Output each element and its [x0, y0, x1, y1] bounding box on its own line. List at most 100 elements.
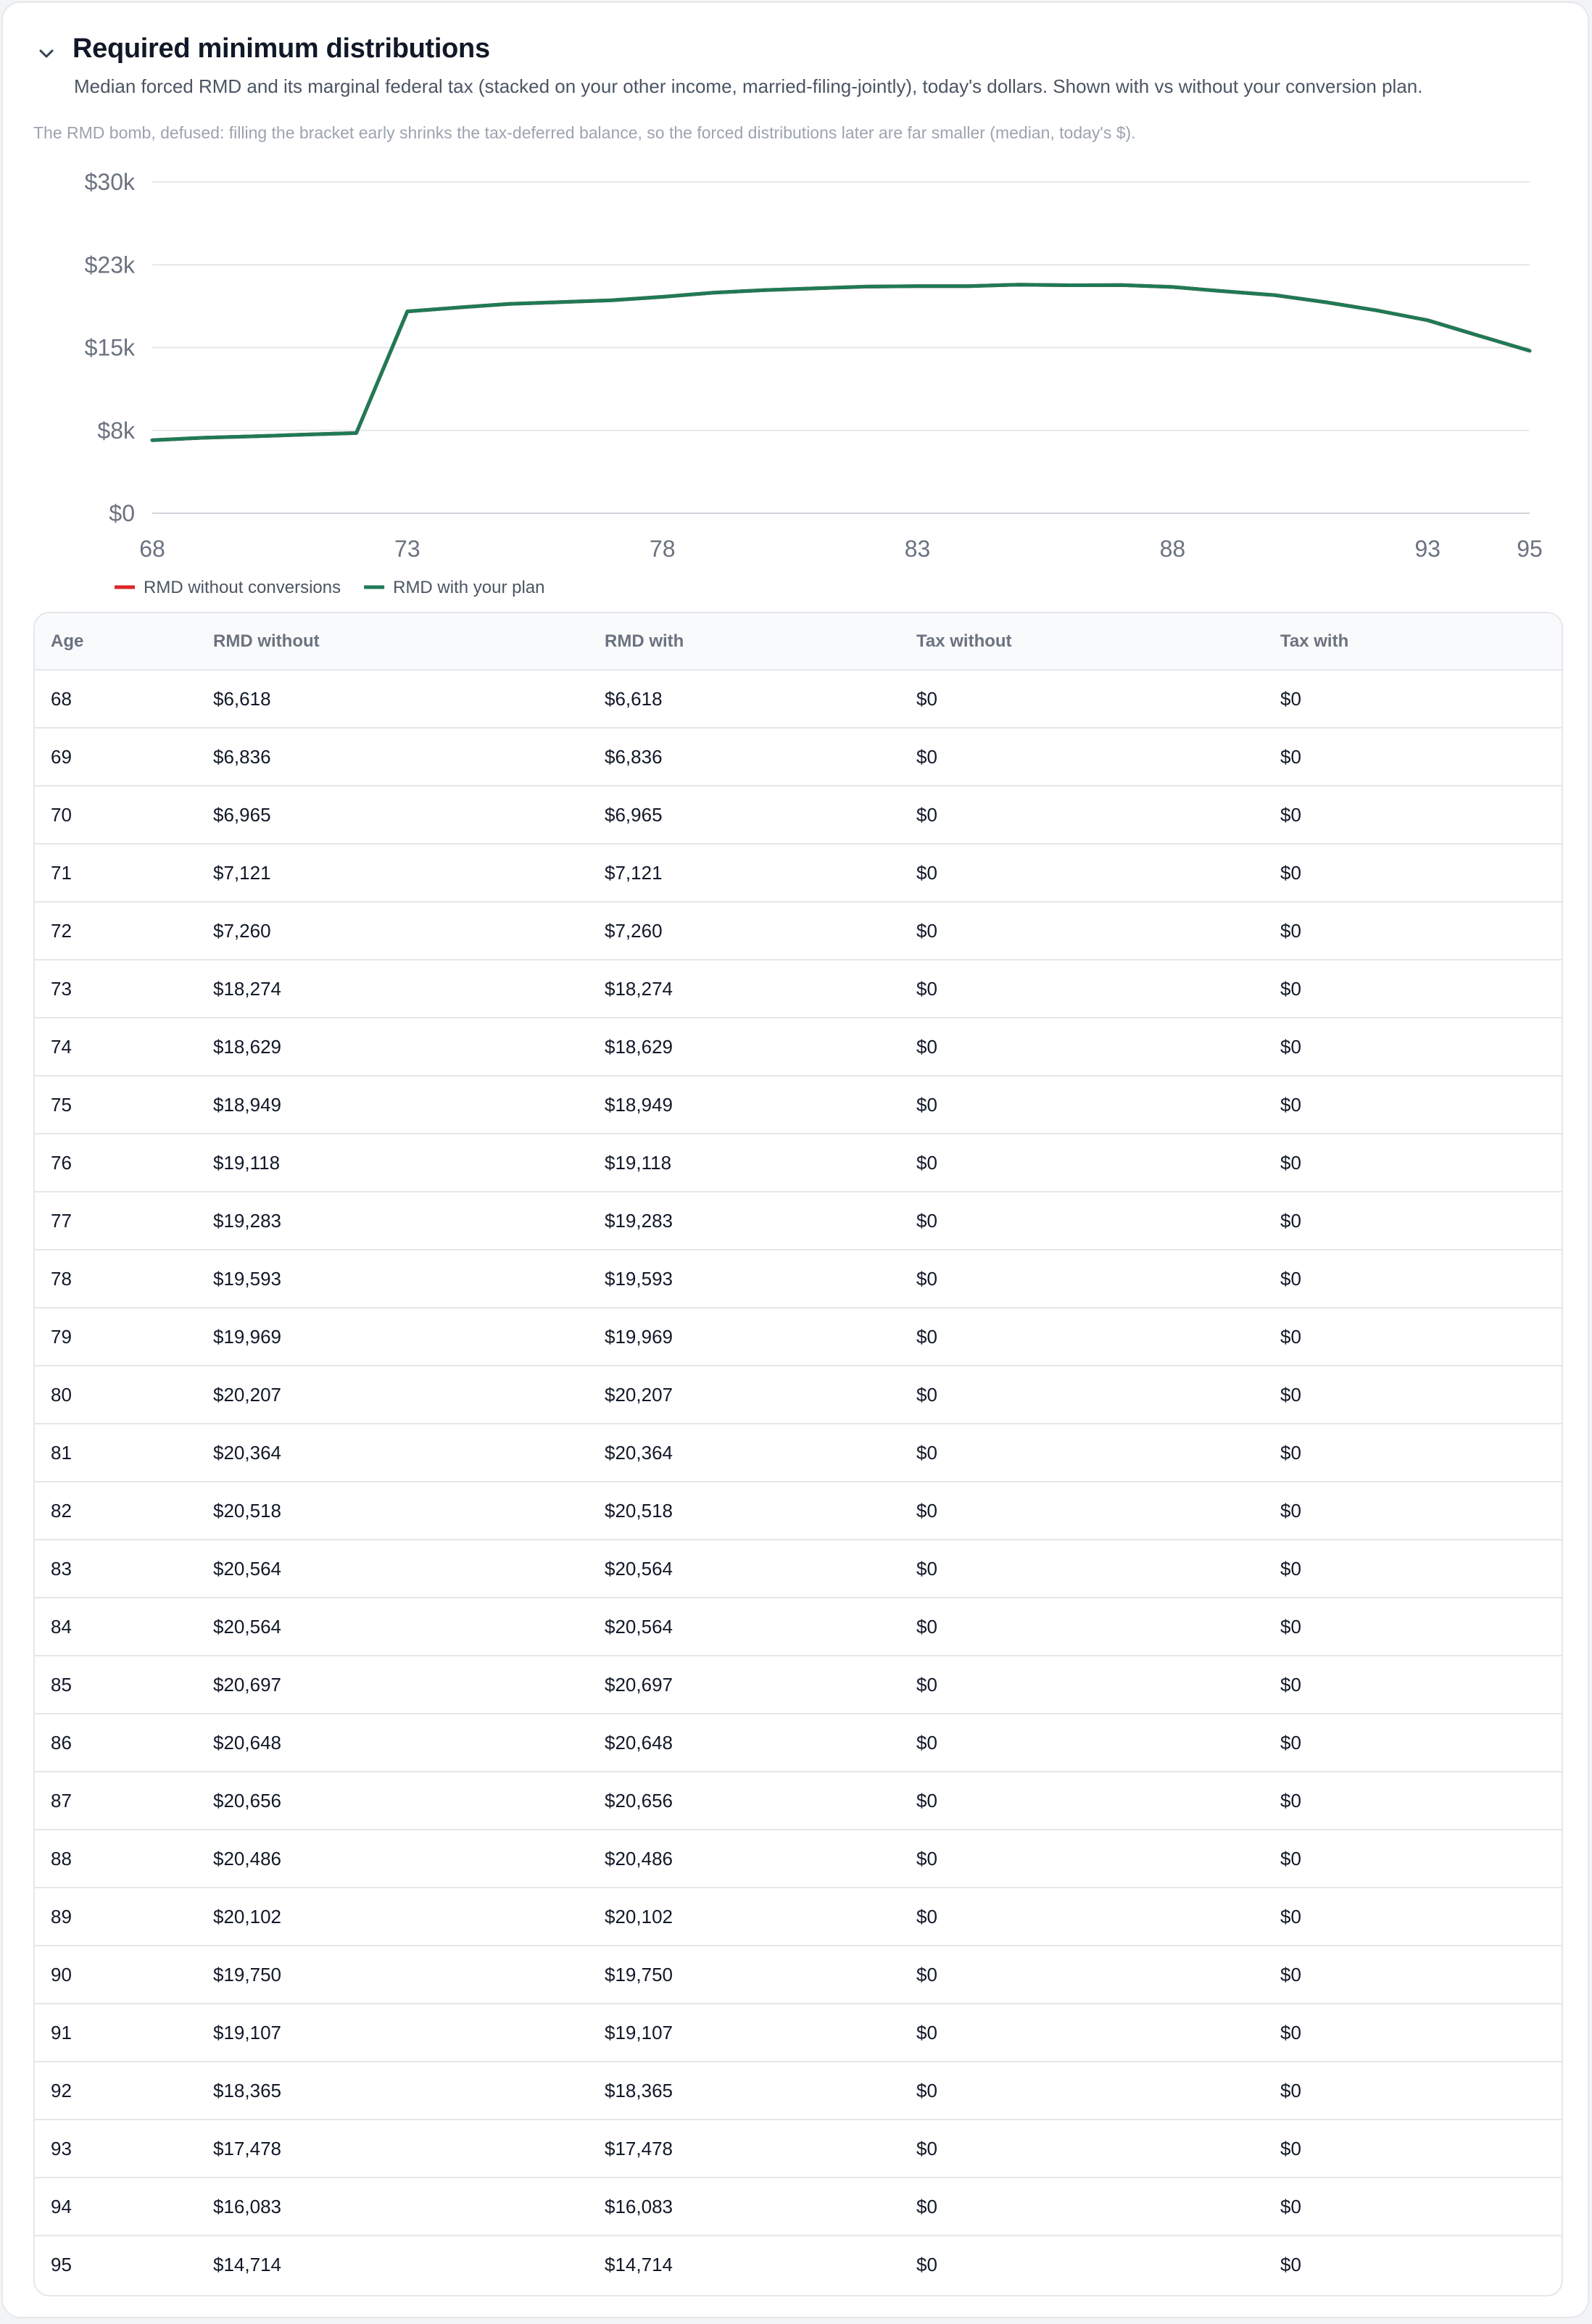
- cell-tax-without: $0: [900, 1250, 1264, 1308]
- cell-tax-without: $0: [900, 2004, 1264, 2062]
- cell-age: 82: [35, 1482, 197, 1540]
- cell-rmd-without: $7,121: [197, 844, 589, 902]
- cell-tax-with: $0: [1264, 1192, 1562, 1250]
- table-row: 74 $18,629 $18,629 $0 $0: [35, 1018, 1562, 1076]
- cell-age: 81: [35, 1424, 197, 1482]
- cell-rmd-with: $20,518: [589, 1482, 900, 1540]
- section-title[interactable]: Required minimum distributions: [72, 33, 490, 64]
- cell-tax-without: $0: [900, 1830, 1264, 1888]
- table-header-row: Age RMD without RMD with Tax without Tax wit…: [35, 613, 1562, 671]
- cell-rmd-without: $20,102: [197, 1888, 589, 1946]
- cell-rmd-without: $19,750: [197, 1946, 589, 2004]
- table-row: 85 $20,697 $20,697 $0 $0: [35, 1656, 1562, 1714]
- header-tax-without: Tax without: [900, 613, 1264, 671]
- cell-age: 83: [35, 1540, 197, 1598]
- cell-rmd-with: $18,629: [589, 1018, 900, 1076]
- cell-rmd-without: $20,486: [197, 1830, 589, 1888]
- table-row: 75 $18,949 $18,949 $0 $0: [35, 1076, 1562, 1134]
- chart-series: [150, 283, 1532, 442]
- cell-tax-with: $0: [1264, 960, 1562, 1018]
- cell-tax-with: $0: [1264, 1250, 1562, 1308]
- cell-rmd-with: $20,564: [589, 1540, 900, 1598]
- table-row: 95 $14,714 $14,714 $0 $0: [35, 2236, 1562, 2294]
- cell-tax-with: $0: [1264, 1482, 1562, 1540]
- chart-legend: RMD without conversions RMD with your pla…: [115, 578, 545, 597]
- cell-tax-with: $0: [1264, 1134, 1562, 1192]
- cell-rmd-without: $7,260: [197, 902, 589, 960]
- table-header: Age RMD without RMD with Tax without Tax wit…: [35, 613, 1562, 671]
- cell-tax-without: $0: [900, 2178, 1264, 2236]
- header-rmd-with: RMD with: [589, 613, 900, 671]
- table-row: 69 $6,836 $6,836 $0 $0: [35, 728, 1562, 787]
- table-row: 86 $20,648 $20,648 $0 $0: [35, 1714, 1562, 1772]
- cell-age: 77: [35, 1192, 197, 1250]
- cell-tax-with: $0: [1264, 844, 1562, 902]
- cell-rmd-with: $6,965: [589, 786, 900, 844]
- table-row: 70 $6,965 $6,965 $0 $0: [35, 786, 1562, 844]
- table-row: 77 $19,283 $19,283 $0 $0: [35, 1192, 1562, 1250]
- series-line-without-conversions: [150, 283, 1532, 442]
- cell-rmd-with: $7,121: [589, 844, 900, 902]
- cell-rmd-with: $19,107: [589, 2004, 900, 2062]
- cell-tax-without: $0: [900, 960, 1264, 1018]
- cell-tax-with: $0: [1264, 1830, 1562, 1888]
- cell-age: 68: [35, 670, 197, 729]
- cell-tax-without: $0: [900, 844, 1264, 902]
- cell-tax-with: $0: [1264, 728, 1562, 787]
- table-row: 87 $20,656 $20,656 $0 $0: [35, 1772, 1562, 1830]
- cell-age: 85: [35, 1656, 197, 1714]
- cell-tax-with: $0: [1264, 1076, 1562, 1134]
- cell-age: 76: [35, 1134, 197, 1192]
- cell-tax-without: $0: [900, 1076, 1264, 1134]
- y-tick-label: $15k: [85, 335, 136, 361]
- cell-tax-with: $0: [1264, 1598, 1562, 1656]
- cell-tax-without: $0: [900, 1598, 1264, 1656]
- cell-tax-without: $0: [900, 1308, 1264, 1366]
- cell-tax-without: $0: [900, 1772, 1264, 1830]
- table-body: 68 $6,618 $6,618 $0 $0 69 $6,836 $6,836 $0 $0 70 $6…: [35, 670, 1562, 2294]
- cell-tax-with: $0: [1264, 1308, 1562, 1366]
- cell-age: 94: [35, 2178, 197, 2236]
- cell-rmd-without: $14,714: [213, 2254, 281, 2275]
- cell-tax-without: $0: [900, 2062, 1264, 2120]
- cell-rmd-without: $6,965: [197, 786, 589, 844]
- table-row: 88 $20,486 $20,486 $0 $0: [35, 1830, 1562, 1888]
- cell-rmd-with: $19,593: [589, 1250, 900, 1308]
- cell-tax-with: $0: [1264, 2062, 1562, 2120]
- cell-rmd-with: $7,260: [589, 902, 900, 960]
- cell-tax-with: $0: [1264, 2004, 1562, 2062]
- cell-rmd-without: $16,083: [197, 2178, 589, 2236]
- cell-age: 84: [35, 1598, 197, 1656]
- table-row: 78 $19,593 $19,593 $0 $0: [35, 1250, 1562, 1308]
- cell-tax-without: $0: [900, 1888, 1264, 1946]
- cell-age: 74: [35, 1018, 197, 1076]
- x-tick-label: 73: [394, 536, 420, 562]
- cell-rmd-with: $18,949: [589, 1076, 900, 1134]
- header-tax-with: Tax with: [1264, 613, 1562, 671]
- table-row: 93 $17,478 $17,478 $0 $0: [35, 2120, 1562, 2178]
- table-row: 84 $20,564 $20,564 $0 $0: [35, 1598, 1562, 1656]
- cell-tax-with: $0: [1264, 1772, 1562, 1830]
- table-row: 80 $20,207 $20,207 $0 $0: [35, 1366, 1562, 1424]
- table-row: 81 $20,364 $20,364 $0 $0: [35, 1424, 1562, 1482]
- header-age: Age: [35, 613, 197, 671]
- chevron-down-icon[interactable]: [33, 41, 59, 67]
- cell-rmd-without: $20,564: [197, 1598, 589, 1656]
- cell-age: 86: [35, 1714, 197, 1772]
- table-row: 91 $19,107 $19,107 $0 $0: [35, 2004, 1562, 2062]
- cell-rmd-with: $18,365: [589, 2062, 900, 2120]
- cell-tax-without: $0: [900, 1366, 1264, 1424]
- cell-age: 92: [35, 2062, 197, 2120]
- cell-age: 88: [35, 1830, 197, 1888]
- cell-tax-without: $0: [900, 1482, 1264, 1540]
- chart-gridlines: [152, 181, 1530, 514]
- y-tick-label: $8k: [97, 418, 136, 444]
- cell-rmd-with: $20,564: [589, 1598, 900, 1656]
- cell-age: 91: [35, 2004, 197, 2062]
- cell-age: 70: [35, 786, 197, 844]
- cell-rmd-without: $18,274: [197, 960, 589, 1018]
- cell-rmd-with: $19,969: [589, 1308, 900, 1366]
- cell-rmd-without: $18,949: [197, 1076, 589, 1134]
- x-axis-ticks: 68 73 78 83 88 93 95: [139, 536, 1543, 562]
- cell-rmd-with: $6,618: [589, 670, 900, 729]
